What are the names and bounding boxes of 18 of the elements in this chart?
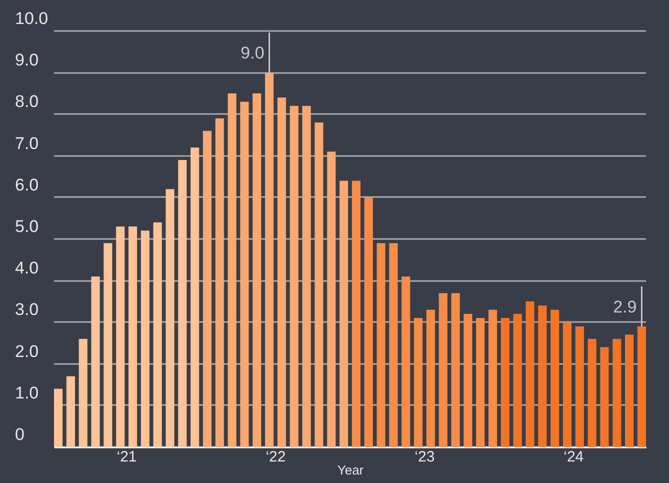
y-tick-label: 3.0 (15, 300, 39, 320)
x-axis-title: Year (337, 462, 364, 478)
y-tick-label: 6.0 (15, 175, 39, 194)
data-label: 9.0 (240, 44, 264, 63)
y-tick-label: 2.0 (15, 342, 39, 361)
y-tick-label: 1.0 (15, 383, 39, 402)
x-tick-label: ‘24 (564, 448, 584, 466)
y-tick-label: 8.0 (15, 92, 39, 112)
data-label: 2.9 (613, 297, 637, 316)
y-tick-label: 7.0 (15, 134, 39, 153)
y-tick-label: 5.0 (15, 217, 39, 236)
y-tick-label: 10.0 (15, 9, 48, 28)
x-tick-label: ‘23 (414, 448, 435, 466)
x-tick-label: ‘22 (266, 448, 286, 466)
y-tick-label: 9.0 (15, 50, 39, 70)
y-tick-label: 4.0 (15, 258, 39, 278)
x-tick-label: ‘21 (116, 448, 137, 466)
y-tick-label: 0 (15, 425, 24, 444)
